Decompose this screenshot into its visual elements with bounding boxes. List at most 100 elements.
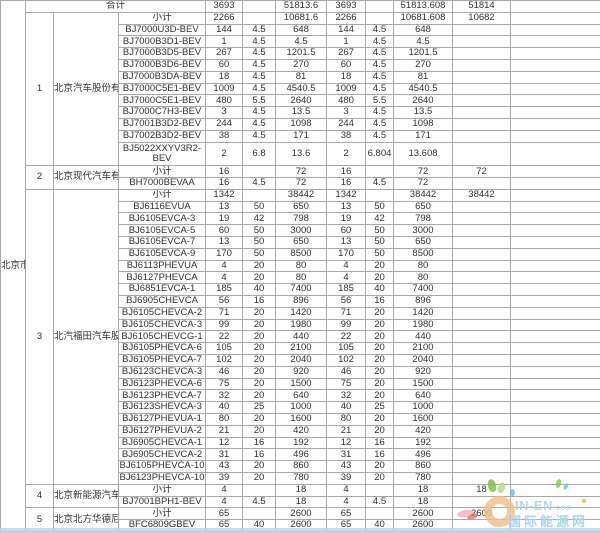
grand-total-value: 51813.6: [275, 0, 327, 13]
empty-cell: [510, 82, 600, 96]
model-name: BJ6123PHEVCA-6: [118, 377, 206, 391]
model-value: 42: [365, 212, 394, 226]
model-value: 267: [326, 47, 366, 60]
model-name: BJ6116EVUA: [118, 200, 206, 214]
model-value: 480: [326, 94, 366, 108]
model-value: 50: [242, 200, 276, 214]
model-value: [452, 377, 511, 391]
model-value: 20: [365, 460, 394, 473]
empty-cell: [510, 259, 600, 273]
model-value: 13.6: [275, 141, 327, 167]
section-number: 2: [25, 165, 54, 190]
section-number: 1: [25, 11, 54, 167]
model-value: [452, 460, 511, 473]
model-value: 4: [326, 259, 366, 273]
model-value: 72: [275, 177, 327, 190]
model-value: 16: [242, 448, 276, 462]
model-value: [452, 342, 511, 355]
model-name: BJ7002B3D2-BEV: [118, 129, 206, 143]
model-value: 21: [326, 424, 366, 438]
model-value: 2640: [393, 94, 453, 108]
model-value: [452, 259, 511, 273]
model-value: 4.5: [365, 70, 394, 84]
model-value: 244: [326, 117, 366, 131]
section-number: 4: [25, 483, 54, 509]
model-value: 185: [205, 283, 243, 297]
model-value: 4.5: [242, 35, 276, 49]
model-value: 4540.5: [275, 82, 327, 96]
model-value: 3: [326, 106, 366, 119]
empty-cell: [510, 106, 600, 119]
model-value: 71: [326, 306, 366, 320]
model-value: 244: [205, 117, 243, 131]
empty-cell: [510, 342, 600, 355]
model-value: 4.5: [365, 47, 394, 60]
model-value: 440: [393, 330, 453, 344]
grand-total-value: [242, 0, 276, 13]
model-value: 1000: [275, 401, 327, 414]
model-value: [452, 141, 511, 167]
grand-total-value: 3693: [326, 0, 366, 13]
model-value: [452, 365, 511, 379]
model-name: BJ7000B3D6-BEV: [118, 58, 206, 72]
model-value: [452, 129, 511, 143]
model-value: [452, 35, 511, 49]
model-name: BJ6105EVCA-7: [118, 236, 206, 249]
model-value: 1: [205, 35, 243, 49]
model-value: 267: [205, 47, 243, 60]
model-value: 20: [242, 271, 276, 285]
model-value: 102: [326, 354, 366, 367]
model-name: BJ7001B3D2-BEV: [118, 117, 206, 131]
model-value: 16: [365, 295, 394, 308]
model-value: 8500: [275, 247, 327, 261]
model-value: 43: [205, 460, 243, 473]
model-value: 13.5: [275, 106, 327, 119]
model-name: BJ7000C5E1-BEV: [118, 82, 206, 96]
model-name: BJ6105EVCA-5: [118, 224, 206, 238]
subtotal-value: 18: [275, 483, 327, 497]
model-value: 2100: [393, 342, 453, 355]
model-value: 12: [205, 436, 243, 450]
model-value: 4.5: [365, 106, 394, 119]
empty-cell: [510, 483, 600, 497]
model-value: 20: [242, 330, 276, 344]
model-value: 144: [205, 23, 243, 37]
model-value: 31: [205, 448, 243, 462]
model-value: 16: [242, 436, 276, 450]
subtotal-value: 2600: [275, 507, 327, 521]
model-value: 640: [275, 389, 327, 403]
model-value: 19: [326, 212, 366, 226]
model-value: 20: [242, 471, 276, 485]
model-value: 16: [205, 177, 243, 190]
model-value: 780: [393, 471, 453, 485]
model-value: 4.5: [242, 47, 276, 60]
empty-cell: [510, 318, 600, 332]
model-value: 8500: [393, 247, 453, 261]
model-value: 920: [393, 365, 453, 379]
model-value: 50: [242, 247, 276, 261]
model-value: 39: [205, 471, 243, 485]
model-value: 18: [393, 495, 453, 509]
model-value: 798: [393, 212, 453, 226]
subtotal-value: 38442: [393, 188, 453, 202]
grand-total-value: 3693: [205, 0, 243, 13]
region-cell: 北京市: [0, 0, 26, 532]
model-value: [452, 330, 511, 344]
model-value: 43: [326, 460, 366, 473]
model-value: 640: [393, 389, 453, 403]
subtotal-value: 72: [393, 165, 453, 179]
model-value: 80: [275, 271, 327, 285]
model-value: 13.5: [393, 106, 453, 119]
model-value: 18: [205, 70, 243, 84]
model-value: 1980: [393, 318, 453, 332]
model-name: BJ6905CHEVCA-2: [118, 448, 206, 462]
grand-total-value: 51814: [452, 0, 511, 13]
model-value: 2040: [275, 354, 327, 367]
model-value: 4: [205, 259, 243, 273]
subtotal-value: [365, 507, 394, 521]
model-value: 102: [205, 354, 243, 367]
model-value: [452, 283, 511, 297]
model-value: 13.608: [393, 141, 453, 167]
model-value: 420: [393, 424, 453, 438]
subtotal-label: 小计: [118, 188, 206, 202]
